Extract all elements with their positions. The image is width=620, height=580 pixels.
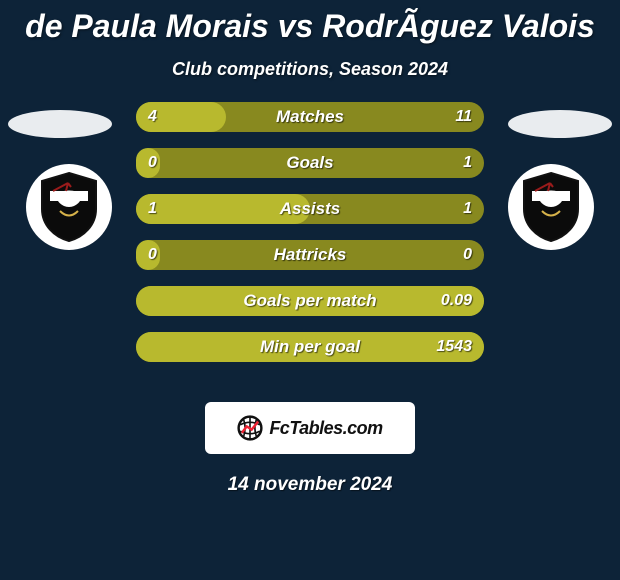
footer-block: FcTables.com 14 november 2024 bbox=[0, 402, 620, 496]
stat-row: 0.09Goals per match bbox=[136, 286, 484, 316]
player-left-crest bbox=[26, 164, 112, 250]
stat-label: Matches bbox=[136, 102, 484, 132]
stat-label: Goals per match bbox=[136, 286, 484, 316]
player-right-crest bbox=[508, 164, 594, 250]
player-right-ellipse bbox=[508, 110, 612, 138]
stat-label: Hattricks bbox=[136, 240, 484, 270]
stat-row: 01Goals bbox=[136, 148, 484, 178]
stat-bars: 411Matches 01Goals 11Assists 00Hattricks 0.0… bbox=[136, 102, 484, 378]
shield-icon bbox=[38, 171, 100, 243]
stat-label: Min per goal bbox=[136, 332, 484, 362]
page-title: de Paula Morais vs RodrÃ­guez Valois bbox=[0, 0, 620, 45]
stat-row: 00Hattricks bbox=[136, 240, 484, 270]
stat-row: 1543Min per goal bbox=[136, 332, 484, 362]
stat-row: 11Assists bbox=[136, 194, 484, 224]
branding-badge: FcTables.com bbox=[205, 402, 415, 454]
footer-date: 14 november 2024 bbox=[0, 474, 620, 496]
comparison-card: de Paula Morais vs RodrÃ­guez Valois Clu… bbox=[0, 0, 620, 580]
fctables-logo-icon bbox=[237, 415, 263, 441]
subtitle: Club competitions, Season 2024 bbox=[0, 59, 620, 80]
branding-text: FcTables.com bbox=[269, 418, 382, 439]
arena: 411Matches01Goals11Assists00Hattricks0.0… bbox=[0, 110, 620, 386]
shield-icon bbox=[520, 171, 582, 243]
stat-label: Goals bbox=[136, 148, 484, 178]
stat-label: Assists bbox=[136, 194, 484, 224]
stat-row: 411Matches bbox=[136, 102, 484, 132]
player-left-ellipse bbox=[8, 110, 112, 138]
